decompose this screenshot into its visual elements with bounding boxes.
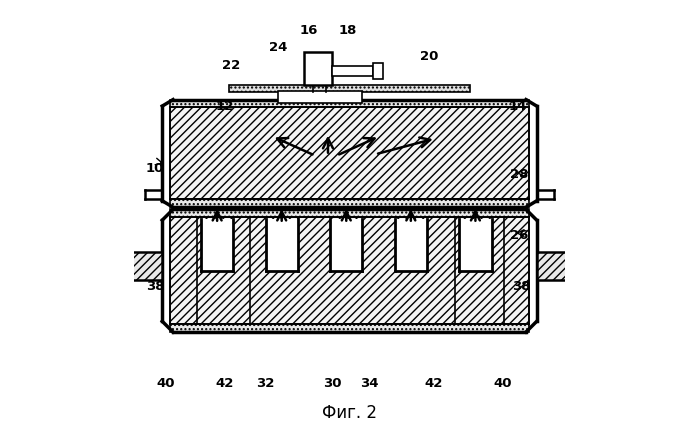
Bar xyxy=(170,200,529,207)
Text: 26: 26 xyxy=(510,229,528,242)
Bar xyxy=(266,219,298,271)
Bar xyxy=(304,52,332,85)
Text: 42: 42 xyxy=(424,377,442,390)
Text: 30: 30 xyxy=(323,377,342,390)
Text: 34: 34 xyxy=(359,377,378,390)
Text: 42: 42 xyxy=(215,377,234,390)
Text: 28: 28 xyxy=(510,168,528,181)
Text: 20: 20 xyxy=(420,50,438,63)
Bar xyxy=(170,100,529,107)
Text: 12: 12 xyxy=(215,99,233,112)
Text: 18: 18 xyxy=(338,24,356,37)
Text: 10: 10 xyxy=(146,162,164,175)
Bar xyxy=(330,219,362,271)
Bar xyxy=(170,324,529,332)
Text: 22: 22 xyxy=(222,59,240,72)
Bar xyxy=(132,252,162,280)
Bar xyxy=(395,219,427,271)
Text: 40: 40 xyxy=(493,377,512,390)
Bar xyxy=(229,85,470,92)
Bar xyxy=(278,91,362,102)
Text: 32: 32 xyxy=(257,377,275,390)
Bar xyxy=(373,63,382,79)
Bar xyxy=(459,219,491,271)
Text: 40: 40 xyxy=(156,377,175,390)
Bar xyxy=(537,252,567,280)
Text: 38: 38 xyxy=(145,280,164,293)
Bar xyxy=(122,249,132,284)
Text: Фиг. 2: Фиг. 2 xyxy=(322,404,377,422)
Bar xyxy=(332,66,373,76)
Text: 38: 38 xyxy=(512,280,531,293)
Bar xyxy=(567,249,577,284)
Bar xyxy=(170,209,529,217)
Bar xyxy=(170,217,529,324)
Text: 14: 14 xyxy=(508,99,526,112)
Bar xyxy=(170,107,529,200)
Bar xyxy=(201,219,233,271)
Text: 16: 16 xyxy=(299,24,318,37)
Text: 24: 24 xyxy=(269,41,288,54)
